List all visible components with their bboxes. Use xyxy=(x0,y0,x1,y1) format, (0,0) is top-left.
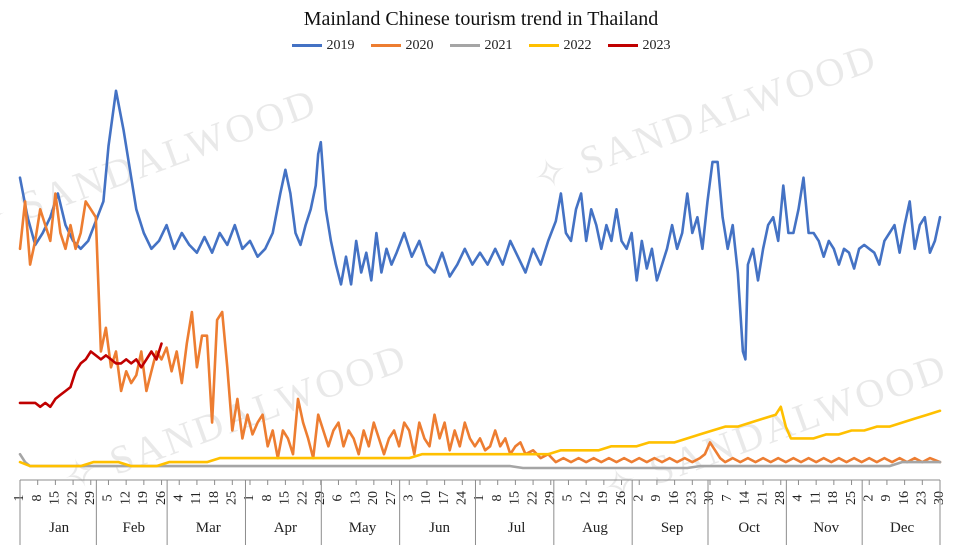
x-tick-label: 8 xyxy=(30,495,45,502)
x-tick-label: 16 xyxy=(897,491,912,505)
legend-swatch xyxy=(291,44,322,47)
x-tick-label: 11 xyxy=(189,491,204,504)
x-tick-label: 30 xyxy=(702,491,717,505)
x-tick-label: 25 xyxy=(844,491,859,505)
month-label: Nov xyxy=(813,520,839,536)
x-tick-label: 22 xyxy=(65,491,80,505)
month-label: Apr xyxy=(274,520,297,536)
series-line-2019 xyxy=(18,89,942,361)
x-tick-label: 9 xyxy=(649,495,664,502)
month-label: Jan xyxy=(49,520,69,536)
x-tick-label: 10 xyxy=(419,491,434,505)
x-tick-label: 23 xyxy=(915,491,930,505)
month-label: Jun xyxy=(429,520,450,536)
month-label: Oct xyxy=(738,520,760,536)
x-tick-label: 13 xyxy=(348,491,363,505)
month-label: Jul xyxy=(508,520,526,536)
x-tick-label: 29 xyxy=(83,491,98,505)
x-tick-label: 7 xyxy=(720,495,735,502)
x-tick-label: 3 xyxy=(401,495,416,502)
month-label: Feb xyxy=(122,520,145,536)
legend-item-2022: 2022 xyxy=(528,37,592,54)
x-tick-label: 15 xyxy=(508,491,523,505)
x-tick-label: 29 xyxy=(313,491,328,505)
x-tick-label: 8 xyxy=(260,495,275,502)
x-tick-label: 12 xyxy=(118,491,133,505)
month-label: Aug xyxy=(582,520,608,536)
x-tick-label: 22 xyxy=(525,491,540,505)
series-line-2023 xyxy=(18,342,163,409)
x-tick-label: 18 xyxy=(826,491,841,505)
x-tick-label: 22 xyxy=(295,491,310,505)
legend-label: 2023 xyxy=(642,37,671,53)
watermark-text: ✧ SANDALWOOD xyxy=(527,34,884,201)
chart-title: Mainland Chinese tourism trend in Thaila… xyxy=(303,8,659,30)
month-label: Sep xyxy=(661,520,684,536)
x-tick-label: 5 xyxy=(561,495,576,502)
x-tick-label: 2 xyxy=(631,495,646,502)
x-tick-label: 11 xyxy=(808,491,823,504)
x-tick-label: 19 xyxy=(136,491,151,505)
x-tick-label: 24 xyxy=(455,491,470,505)
legend-swatch xyxy=(449,44,480,47)
month-label: Mar xyxy=(196,520,221,536)
month-label: Dec xyxy=(890,520,914,536)
series-line-2022 xyxy=(18,405,942,468)
legend-label: 2019 xyxy=(326,37,355,53)
legend-item-2020: 2020 xyxy=(370,37,434,54)
x-tick-label: 19 xyxy=(596,491,611,505)
legend: 2019 2020 2021 2022 2023 xyxy=(0,36,962,54)
x-tick-label: 8 xyxy=(490,495,505,502)
x-tick-label: 2 xyxy=(861,495,876,502)
legend-label: 2021 xyxy=(484,37,513,53)
x-tick-label: 28 xyxy=(773,491,788,505)
legend-swatch xyxy=(370,44,401,47)
x-tick-label: 9 xyxy=(879,495,894,502)
x-tick-label: 21 xyxy=(755,491,770,505)
x-tick-label: 25 xyxy=(225,491,240,505)
x-tick-label: 17 xyxy=(437,491,452,505)
x-tick-label: 5 xyxy=(101,495,116,502)
series-line-2020 xyxy=(18,192,942,464)
month-label: May xyxy=(349,520,377,536)
x-tick-label: 4 xyxy=(171,495,186,502)
x-tick-label: 26 xyxy=(614,491,629,505)
x-tick-label: 12 xyxy=(578,491,593,505)
x-tick-label: 29 xyxy=(543,491,558,505)
x-tick-label: 1 xyxy=(472,495,487,502)
x-tick-label: 16 xyxy=(667,491,682,505)
x-tick-label: 4 xyxy=(791,495,806,502)
legend-label: 2022 xyxy=(563,37,592,53)
x-tick-label: 27 xyxy=(384,491,399,505)
x-tick-label: 15 xyxy=(48,491,63,505)
series-layer xyxy=(18,89,942,470)
x-axis: 1815222951219264111825181522296132027310… xyxy=(12,479,947,545)
watermark-text: ✧ SANDALWOOD xyxy=(597,344,954,511)
x-tick-label: 26 xyxy=(154,491,169,505)
legend-swatch xyxy=(528,44,559,47)
x-tick-label: 23 xyxy=(685,491,700,505)
legend-item-2021: 2021 xyxy=(449,37,513,54)
legend-item-2023: 2023 xyxy=(607,37,671,54)
legend-item-2019: 2019 xyxy=(291,37,355,54)
legend-swatch xyxy=(607,44,638,47)
x-tick-label: 15 xyxy=(278,491,293,505)
x-tick-label: 20 xyxy=(366,491,381,505)
x-tick-label: 6 xyxy=(331,495,346,502)
x-tick-label: 14 xyxy=(738,491,753,505)
x-tick-label: 1 xyxy=(242,495,257,502)
legend-label: 2020 xyxy=(405,37,434,53)
x-tick-label: 18 xyxy=(207,491,222,505)
